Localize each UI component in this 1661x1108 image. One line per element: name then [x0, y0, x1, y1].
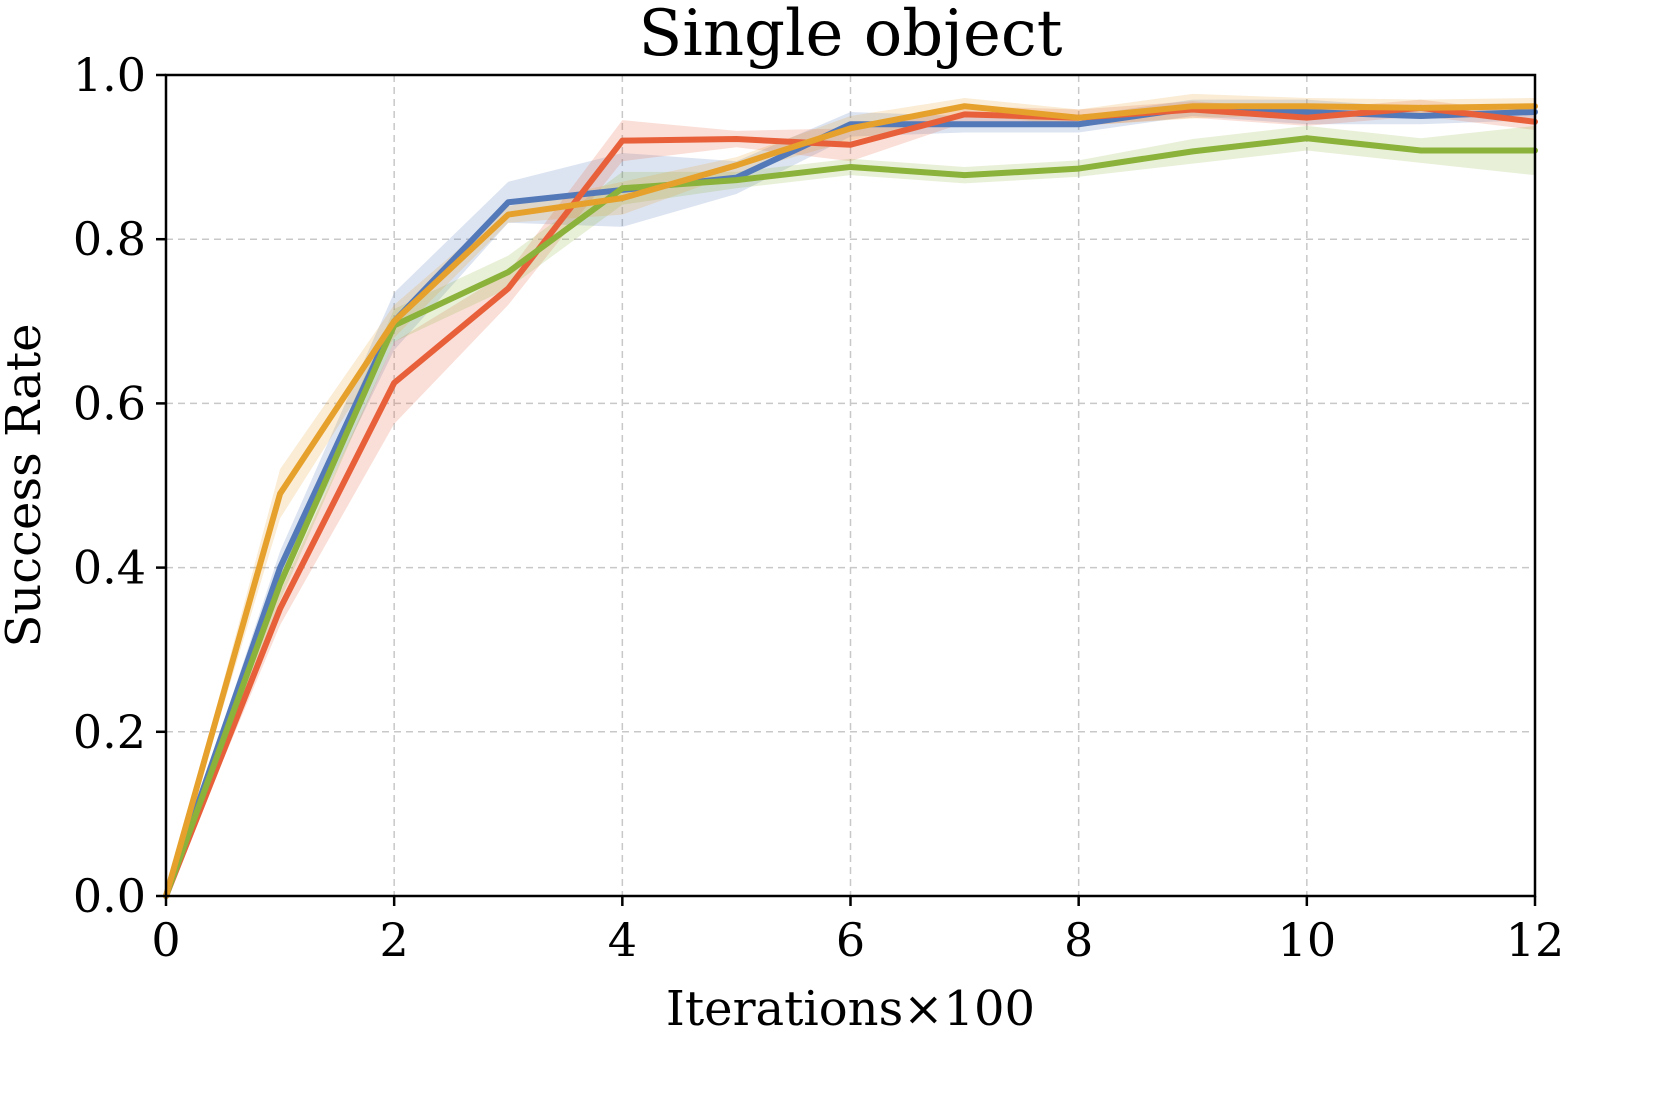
chart-title: Single object [639, 0, 1063, 71]
x-tick-label: 2 [380, 913, 409, 967]
y-tick-label: 0.8 [73, 212, 146, 266]
y-axis-label: Success Rate [0, 323, 52, 647]
y-tick-label: 1.0 [73, 48, 146, 102]
x-tick-label: 6 [836, 913, 865, 967]
x-tick-label: 4 [608, 913, 637, 967]
series-line-3 [163, 135, 1538, 899]
y-tick-label: 0.4 [73, 541, 146, 595]
x-tick-label: 8 [1064, 913, 1093, 967]
x-tick-label: 12 [1506, 913, 1565, 967]
series-band-2 [166, 99, 1535, 896]
x-tick-label: 0 [151, 913, 180, 967]
confidence-bands [166, 93, 1535, 897]
x-tick-label: 10 [1278, 913, 1337, 967]
y-tick-label: 0.2 [73, 705, 146, 759]
grid [166, 75, 1535, 896]
series-line-2 [163, 104, 1538, 899]
series-lines [163, 103, 1538, 899]
x-axis-label: Iterations×100 [666, 981, 1035, 1037]
axis-ticks: 0 2 4 6 8 10 12 0.0 0.2 0.4 0.6 0.8 1.0 [73, 48, 1564, 967]
series-line-4 [163, 103, 1538, 899]
y-tick-label: 0.6 [73, 376, 146, 430]
y-tick-label: 0.0 [73, 869, 146, 923]
